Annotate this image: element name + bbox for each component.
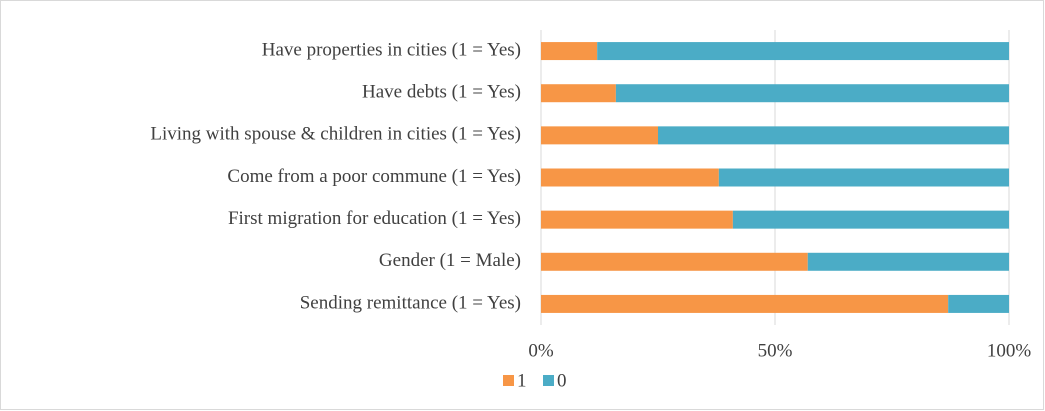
y-tick-label: Sending remittance (1 = Yes) <box>300 292 521 313</box>
x-tick-label: 0% <box>528 340 554 361</box>
bar-segment <box>615 84 1009 103</box>
bar-segment <box>718 168 1009 187</box>
bar-segment <box>541 210 733 229</box>
bar-segment <box>807 252 1009 271</box>
legend-swatch <box>503 375 514 386</box>
bar-segment <box>541 42 598 61</box>
legend-label: 0 <box>557 370 567 391</box>
y-tick-label: Have properties in cities (1 = Yes) <box>262 39 521 60</box>
x-tick-label: 100% <box>987 340 1032 361</box>
y-tick-label: Have debts (1 = Yes) <box>362 82 521 103</box>
legend-swatch <box>543 375 554 386</box>
x-tick-label: 50% <box>758 340 793 361</box>
bar-segment <box>658 126 1009 145</box>
bar-segment <box>732 210 1009 229</box>
bar-segment <box>948 294 1009 313</box>
bar-segment <box>541 294 949 313</box>
bar-segment <box>541 84 616 103</box>
y-tick-label: First migration for education (1 = Yes) <box>228 208 521 229</box>
bar-segment <box>597 42 1009 61</box>
y-tick-label: Living with spouse & children in cities … <box>150 124 521 145</box>
y-tick-label: Come from a poor commune (1 = Yes) <box>227 166 521 187</box>
legend-label: 1 <box>517 370 527 391</box>
bar-segment <box>541 252 808 271</box>
bar-segment <box>541 126 658 145</box>
y-tick-label: Gender (1 = Male) <box>379 250 521 271</box>
bar-segment <box>541 168 719 187</box>
